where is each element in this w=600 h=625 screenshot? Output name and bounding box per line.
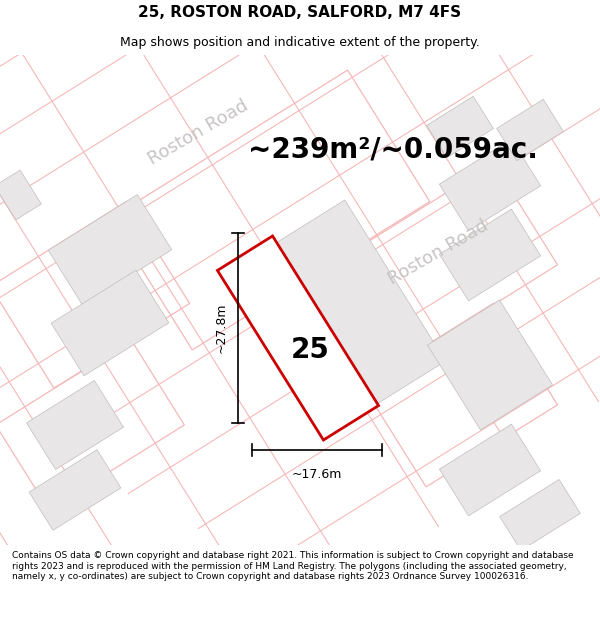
Polygon shape xyxy=(427,96,493,158)
Text: Roston Road: Roston Road xyxy=(145,97,251,169)
Polygon shape xyxy=(439,139,541,231)
Text: Roston Road: Roston Road xyxy=(385,217,491,289)
Polygon shape xyxy=(48,194,172,306)
Text: ~239m²/~0.059ac.: ~239m²/~0.059ac. xyxy=(248,136,538,164)
Polygon shape xyxy=(500,479,580,551)
Text: ~17.6m: ~17.6m xyxy=(292,468,342,481)
Polygon shape xyxy=(439,209,541,301)
Polygon shape xyxy=(217,236,379,440)
Text: ~27.8m: ~27.8m xyxy=(215,302,228,353)
Polygon shape xyxy=(0,170,41,220)
Text: 25: 25 xyxy=(290,336,329,364)
Polygon shape xyxy=(26,381,124,469)
Polygon shape xyxy=(497,99,563,161)
Polygon shape xyxy=(439,424,541,516)
Text: 25, ROSTON ROAD, SALFORD, M7 4FS: 25, ROSTON ROAD, SALFORD, M7 4FS xyxy=(139,4,461,19)
Polygon shape xyxy=(235,200,445,430)
Polygon shape xyxy=(51,270,169,376)
Text: Contains OS data © Crown copyright and database right 2021. This information is : Contains OS data © Crown copyright and d… xyxy=(12,551,574,581)
Polygon shape xyxy=(29,450,121,530)
Polygon shape xyxy=(427,300,553,430)
Text: Map shows position and indicative extent of the property.: Map shows position and indicative extent… xyxy=(120,36,480,49)
